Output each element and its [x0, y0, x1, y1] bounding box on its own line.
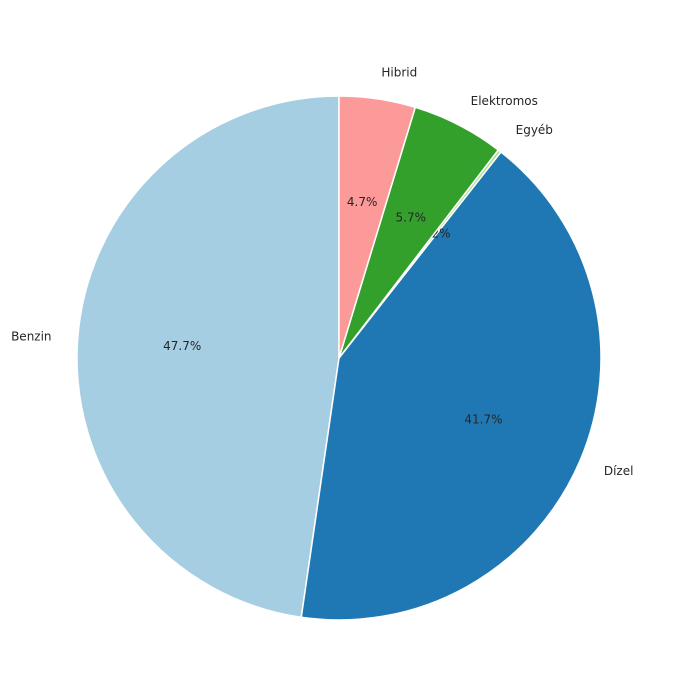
wedge [300, 150, 602, 621]
percent-label: 47.7% [163, 339, 201, 353]
wedge-label: Benzin [11, 330, 51, 344]
percent-label: 41.7% [464, 412, 502, 426]
wedge-label: Dízel [604, 464, 634, 478]
wedge-label: Elektromos [471, 94, 538, 108]
percent-label: 4.7% [347, 195, 378, 209]
wedge [338, 95, 417, 359]
wedge-label: Egyéb [516, 123, 553, 137]
percent-label: 5.7% [396, 211, 427, 225]
wedge-label: Hibrid [381, 65, 417, 79]
wedge [76, 95, 340, 619]
